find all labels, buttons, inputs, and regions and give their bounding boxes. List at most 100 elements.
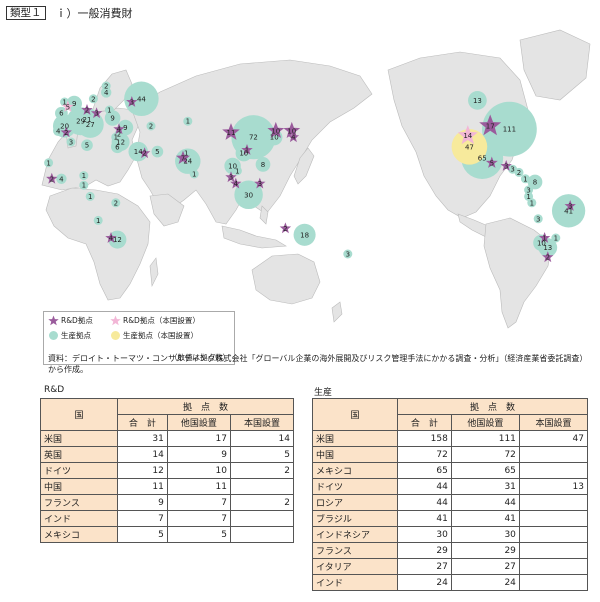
- production-marker: [255, 157, 271, 172]
- production-home-circle-icon: [111, 331, 120, 340]
- home-cell: 2: [229, 462, 295, 479]
- country-cell: ブラジル: [312, 510, 398, 527]
- marker-label: 1: [184, 150, 188, 158]
- marker-label: 2: [546, 254, 550, 262]
- rd-marker: [241, 144, 253, 155]
- marker-label: 3: [526, 187, 530, 195]
- rd-marker: [225, 171, 237, 183]
- table-row: イタリア 27 27: [312, 558, 589, 575]
- other-cell: 17: [166, 430, 231, 447]
- marker-label: 2: [149, 123, 153, 131]
- marker-label: 4: [117, 126, 122, 134]
- rd-marker: [267, 121, 285, 138]
- production-marker: [183, 116, 193, 126]
- rd-col-other: 他国設置: [166, 414, 231, 431]
- other-cell: 44: [450, 494, 520, 511]
- marker-label: 3: [568, 203, 572, 211]
- map-legend: R&D拠点 R&D拠点（本国設置） 生産拠点 生産拠点（本国設置） （数値は拠点…: [43, 311, 235, 365]
- table-row: 英国 14 9 5: [40, 446, 295, 463]
- marker-label: 5: [155, 148, 159, 156]
- total-cell: 72: [397, 446, 452, 463]
- marker-label: 7: [181, 155, 185, 163]
- table-row: 中国 11 11: [40, 478, 295, 495]
- marker-label: 5: [85, 142, 89, 150]
- marker-label: 24: [183, 158, 192, 166]
- rd-marker: [222, 123, 240, 140]
- marker-label: 2: [114, 199, 118, 207]
- marker-label: 65: [478, 155, 487, 163]
- land-masses: [41, 29, 591, 329]
- production-marker: [527, 198, 537, 208]
- marker-label: 72: [249, 134, 258, 142]
- other-cell: 30: [450, 526, 520, 543]
- marker-label: 12: [116, 139, 125, 147]
- marker-label: 10: [270, 134, 279, 142]
- country-cell: フランス: [312, 542, 398, 559]
- marker-label: 1: [245, 147, 249, 155]
- total-cell: 65: [397, 462, 452, 479]
- table-row: ドイツ 44 31 13: [312, 478, 589, 495]
- total-cell: 5: [117, 526, 168, 543]
- legend-item-rd: R&D拠点: [48, 315, 93, 326]
- marker-label: 9: [123, 124, 127, 132]
- marker-label: 1: [107, 107, 111, 115]
- production-marker: [175, 148, 201, 174]
- legend-note: （数値は拠点数）: [170, 353, 230, 362]
- rd-marker: [479, 114, 502, 136]
- production-marker: [81, 139, 93, 152]
- legend-label: 生産拠点（本国設置）: [123, 331, 198, 340]
- production-marker: [79, 180, 89, 190]
- country-cell: 中国: [312, 446, 398, 463]
- marker-label: 1: [82, 172, 86, 180]
- rd-marker: [538, 232, 551, 243]
- marker-label: 4: [234, 180, 239, 188]
- marker-label: 3: [130, 99, 134, 107]
- marker-label: 5: [66, 103, 70, 111]
- production-marker: [551, 194, 586, 228]
- marker-label: 2: [283, 225, 287, 233]
- home-cell: 2: [229, 494, 295, 511]
- country-cell: フランス: [40, 494, 118, 511]
- prod-count-group-header: 拠 点 数: [397, 398, 588, 415]
- country-cell: インドネシア: [312, 526, 398, 543]
- legend-label: 生産拠点: [61, 331, 91, 340]
- marker-label: 1: [526, 193, 530, 201]
- other-cell: 31: [450, 478, 520, 495]
- marker-label: 2: [85, 107, 89, 115]
- rd-col-home: 本国設置: [229, 414, 295, 431]
- other-cell: 111: [450, 430, 520, 447]
- marker-label: 111: [503, 126, 516, 134]
- marker-label: 12: [113, 236, 122, 244]
- japan-landmass: [293, 147, 315, 185]
- production-marker: [293, 223, 316, 246]
- rd-country-header: 国: [40, 398, 118, 431]
- marker-label: 4: [59, 175, 64, 183]
- production-marker: [124, 81, 159, 117]
- marker-label: 10: [287, 127, 296, 135]
- production-home-marker: [451, 128, 488, 165]
- other-cell: 5: [166, 526, 231, 543]
- marker-label: 30: [244, 191, 253, 199]
- figure-title: ｉ）一般消費財: [55, 7, 133, 20]
- production-marker: [524, 185, 534, 195]
- rd-marker: [176, 150, 190, 164]
- legend-label: R&D拠点（本国設置）: [123, 316, 200, 325]
- other-cell: 9: [166, 446, 231, 463]
- rd-col-total: 合 計: [117, 414, 168, 431]
- other-cell: 10: [166, 462, 231, 479]
- production-marker: [104, 105, 114, 115]
- production-marker: [189, 169, 199, 179]
- home-cell: [229, 526, 295, 543]
- marker-label: 8: [533, 179, 537, 187]
- marker-label: 1: [46, 159, 50, 167]
- rd-marker: [46, 172, 58, 184]
- marker-label: 18: [300, 231, 309, 239]
- other-cell: 41: [450, 510, 520, 527]
- marker-label: 2: [91, 95, 95, 103]
- other-cell: 29: [450, 542, 520, 559]
- marker-label: 20: [60, 123, 69, 131]
- marker-label: 10: [228, 163, 237, 171]
- marker-label: 9: [72, 100, 76, 108]
- legend-item-production: 生産拠点: [48, 330, 91, 341]
- philippines-landmass: [259, 205, 269, 225]
